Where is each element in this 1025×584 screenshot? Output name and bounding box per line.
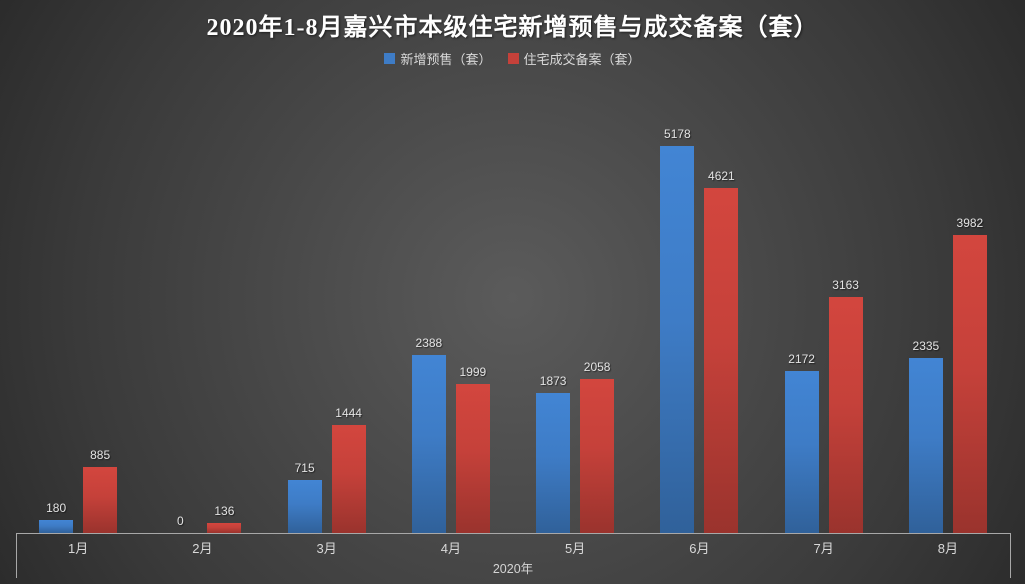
month-tick-label: 7月 xyxy=(813,541,834,556)
bar-fill xyxy=(908,358,943,533)
bar-value-label: 3163 xyxy=(832,278,859,292)
bar-presale: 2388 xyxy=(411,336,446,533)
bar-fill xyxy=(952,235,987,533)
category-group-7月: 2172 3163 xyxy=(762,96,886,533)
bar-value-label: 136 xyxy=(214,504,235,518)
bar-value-label: 1999 xyxy=(459,365,487,379)
bar-presale: 2335 xyxy=(908,339,943,533)
bar-fill xyxy=(828,297,863,533)
bar-fill xyxy=(39,520,74,533)
bar-presale: 2172 xyxy=(784,352,819,533)
bar-presale: 1873 xyxy=(536,374,571,533)
bar-fill xyxy=(704,188,739,533)
year-axis-label: 2020年 xyxy=(492,562,534,576)
month-tick-label: 4月 xyxy=(440,541,461,556)
bar-fill xyxy=(287,480,322,533)
bar-fill xyxy=(83,467,118,533)
bar-registration: 1444 xyxy=(331,406,366,533)
category-group-6月: 5178 4621 xyxy=(637,96,761,533)
legend-item-registration: 住宅成交备案（套） xyxy=(507,49,641,68)
bar-value-label: 1444 xyxy=(335,406,362,420)
bar-registration: 3982 xyxy=(952,216,987,533)
bar-fill xyxy=(580,379,615,533)
plot-area: 180 885 0 136 715 1444 2388 1999 1873 2058 5178 462… xyxy=(16,96,1010,533)
category-group-3月: 715 1444 xyxy=(265,96,389,533)
bar-value-label: 1873 xyxy=(539,374,567,388)
bar-value-label: 2335 xyxy=(912,339,940,353)
bar-value-label: 0 xyxy=(177,514,184,528)
legend-label-registration: 住宅成交备案（套） xyxy=(523,52,641,67)
legend-label-presale: 新增预售（套） xyxy=(400,52,492,67)
category-group-5月: 1873 2058 xyxy=(513,96,637,533)
legend-item-presale: 新增预售（套） xyxy=(384,49,492,68)
bar-value-label: 180 xyxy=(46,501,67,515)
bar-value-label: 2058 xyxy=(583,360,611,374)
bar-registration: 2058 xyxy=(580,360,615,533)
month-tick-label: 1月 xyxy=(68,541,89,556)
bar-presale: 5178 xyxy=(660,127,695,533)
bar-fill xyxy=(784,371,819,533)
bar-value-label: 3982 xyxy=(956,216,984,230)
category-group-1月: 180 885 xyxy=(16,96,140,533)
bar-value-label: 4621 xyxy=(708,169,735,183)
bar-value-label: 5178 xyxy=(664,127,691,141)
bar-value-label: 715 xyxy=(294,461,315,475)
legend: 新增预售（套） 住宅成交备案（套） xyxy=(0,49,1025,68)
bar-fill xyxy=(207,523,242,533)
month-tick-label: 3月 xyxy=(316,541,337,556)
category-group-8月: 2335 3982 xyxy=(886,96,1010,533)
bar-registration: 4621 xyxy=(704,169,739,533)
bar-value-label: 885 xyxy=(90,448,111,462)
bar-presale: 180 xyxy=(39,501,74,533)
bar-fill xyxy=(331,425,366,533)
axis-tier-separator-right xyxy=(1010,533,1011,578)
bar-presale: 715 xyxy=(287,461,322,533)
bar-value-label: 2388 xyxy=(415,336,443,350)
month-tick-label: 5月 xyxy=(565,541,586,556)
month-tick-label: 2月 xyxy=(192,541,213,556)
chart-title: 2020年1-8月嘉兴市本级住宅新增预售与成交备案（套） xyxy=(206,15,819,41)
legend-swatch-blue-icon xyxy=(384,53,396,64)
legend-swatch-red-icon xyxy=(507,53,519,64)
bar-fill xyxy=(660,146,695,533)
axis-tier-separator-left xyxy=(16,533,17,578)
month-tick-label: 8月 xyxy=(937,541,958,556)
bar-fill xyxy=(536,393,571,533)
bar-registration: 1999 xyxy=(455,365,490,533)
bar-fill xyxy=(411,355,446,533)
category-group-2月: 0 136 xyxy=(140,96,264,533)
bar-value-label: 2172 xyxy=(788,352,815,366)
month-axis-labels: 1月 2月 3月 4月 5月 6月 7月 8月 xyxy=(16,538,1010,557)
bar-fill xyxy=(455,384,490,533)
month-tick-label: 6月 xyxy=(689,541,710,556)
x-axis-line xyxy=(16,533,1011,534)
bar-registration: 3163 xyxy=(828,278,863,533)
bar-registration: 885 xyxy=(83,448,118,533)
category-group-4月: 2388 1999 xyxy=(389,96,513,533)
bar-registration: 136 xyxy=(207,504,242,533)
